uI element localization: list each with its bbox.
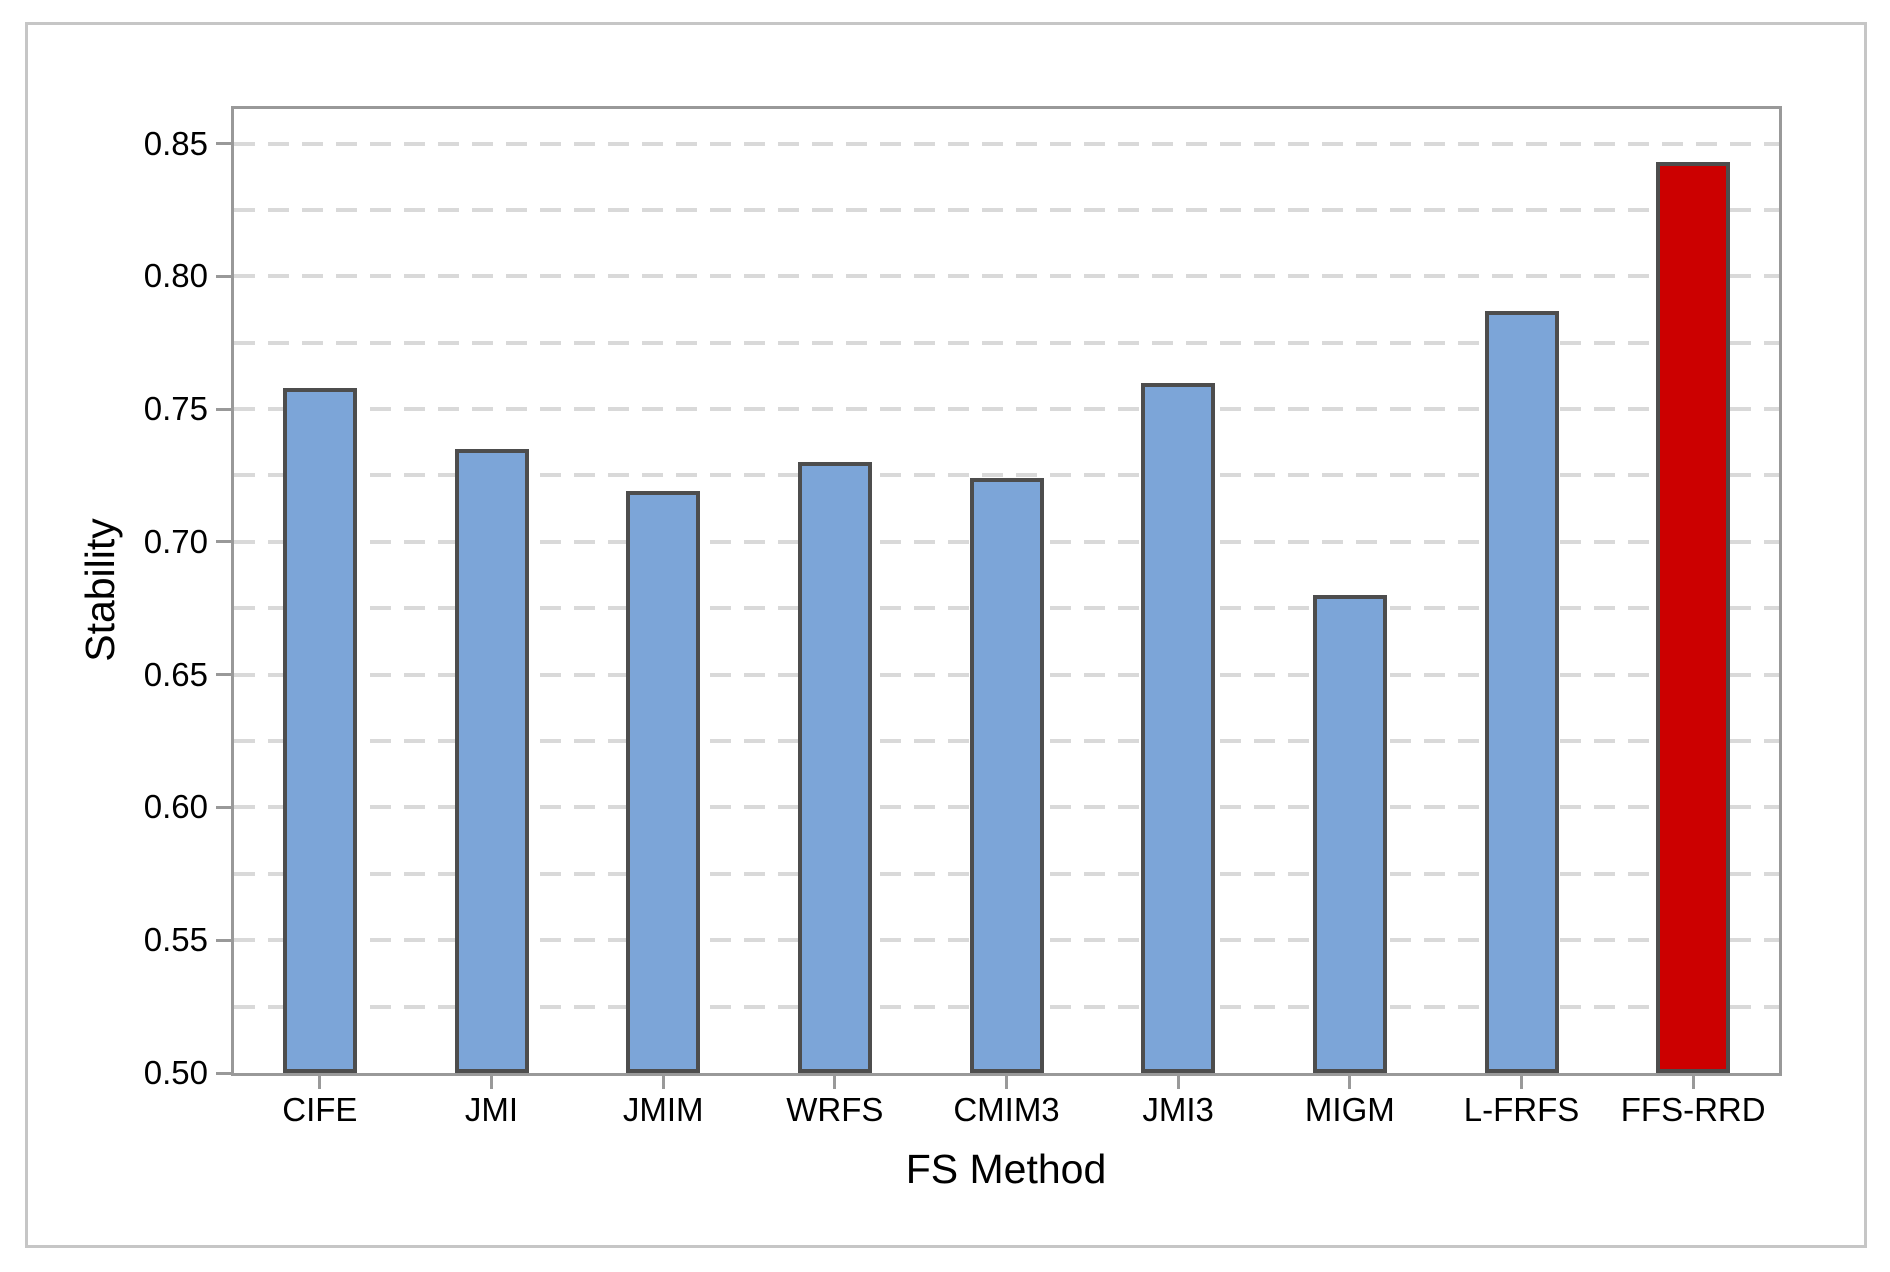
x-tick-label: CIFE <box>282 1091 358 1128</box>
y-tick-mark <box>216 407 232 411</box>
y-tick-mark <box>216 938 232 942</box>
y-tick-label: 0.70 <box>143 522 208 560</box>
gridline <box>234 473 1779 478</box>
x-axis-title: FS Method <box>905 1146 1107 1192</box>
bar-jmi <box>454 448 529 1073</box>
gridline <box>234 207 1779 212</box>
x-tick-label: JMI3 <box>1142 1091 1214 1128</box>
x-tick-label: CMIM3 <box>953 1091 1060 1128</box>
bar-migm <box>1312 594 1387 1073</box>
x-tick-mark <box>1691 1076 1695 1089</box>
gridline <box>234 141 1779 146</box>
gridline <box>234 340 1779 345</box>
x-tick-label: L-FRFS <box>1463 1091 1580 1128</box>
y-tick-label: 0.85 <box>143 124 208 162</box>
x-tick-label: FFS-RRD <box>1620 1091 1766 1128</box>
x-tick-mark <box>1348 1076 1352 1089</box>
x-tick-label: MIGM <box>1304 1091 1395 1128</box>
plot-area <box>231 106 1782 1076</box>
bar-cife <box>282 387 357 1073</box>
y-tick-label: 0.55 <box>143 921 208 959</box>
x-tick-mark <box>1176 1076 1180 1089</box>
y-tick-mark <box>216 274 232 278</box>
y-tick-label: 0.75 <box>143 390 208 428</box>
x-tick-mark <box>661 1076 665 1089</box>
bar-ffs-rrd <box>1656 162 1731 1073</box>
y-tick-mark <box>216 673 232 677</box>
y-tick-label: 0.50 <box>143 1054 208 1091</box>
x-tick-label: JMIM <box>622 1091 704 1128</box>
y-tick-mark <box>216 142 232 146</box>
bar-wrfs <box>797 462 872 1073</box>
bar-jmi3 <box>1141 382 1216 1073</box>
x-tick-label: JMI <box>464 1091 519 1128</box>
x-tick-mark <box>1520 1076 1523 1089</box>
y-tick-mark <box>216 805 232 809</box>
x-tick-mark <box>490 1076 493 1089</box>
y-tick-label: 0.60 <box>143 788 208 826</box>
x-tick-label: WRFS <box>786 1091 884 1128</box>
x-tick-mark <box>318 1076 322 1089</box>
y-tick-mark <box>216 1071 232 1075</box>
x-tick-mark <box>833 1076 837 1089</box>
y-axis-title: Stability <box>77 518 123 662</box>
bar-l-frfs <box>1484 310 1559 1073</box>
bar-jmim <box>626 491 701 1073</box>
gridline <box>234 407 1779 412</box>
gridline <box>234 274 1779 279</box>
bar-cmim3 <box>969 478 1044 1073</box>
x-tick-mark <box>1005 1076 1008 1089</box>
y-tick-mark <box>216 540 232 544</box>
y-tick-label: 0.80 <box>143 257 208 295</box>
y-tick-label: 0.65 <box>143 655 208 693</box>
